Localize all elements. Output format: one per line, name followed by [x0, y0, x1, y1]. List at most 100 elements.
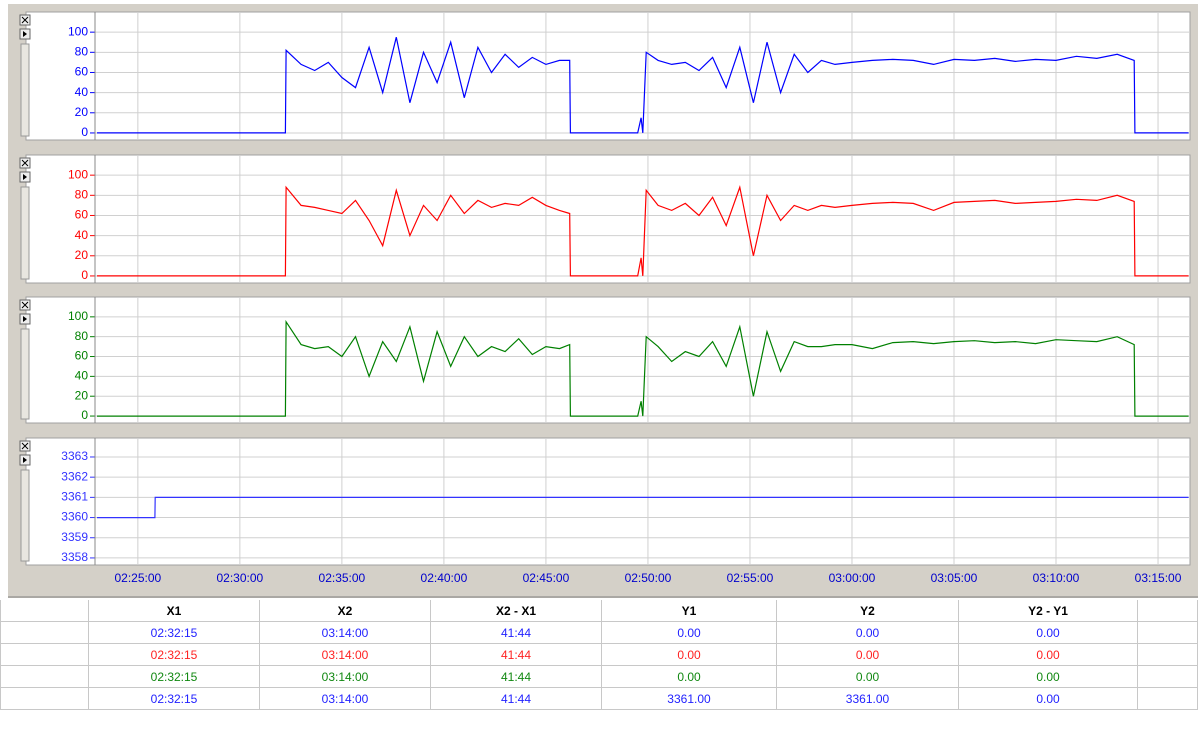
table-cell: 0.00 [958, 687, 1138, 710]
table-cell: 03:14:00 [259, 665, 431, 688]
table-cell: 03:14:00 [259, 687, 431, 710]
table-cell: 41:44 [430, 665, 602, 688]
close-icon [21, 16, 29, 24]
x-tick-label: 02:25:00 [114, 571, 161, 585]
plot-panel [25, 296, 1191, 424]
data-line [97, 185, 1189, 277]
x-tick-label: 02:40:00 [421, 571, 468, 585]
slider [20, 43, 30, 137]
table-cell: 03:14:00 [259, 643, 431, 666]
table-row: 02:32:15 03:14:00 41:44 0.00 0.00 0.00 [0, 643, 1198, 666]
table-cell: 0.00 [958, 621, 1138, 644]
y-tick-label: 80 [75, 187, 89, 201]
expand-icon [23, 31, 27, 37]
column-header: X1 [88, 600, 260, 622]
data-line [97, 37, 1189, 134]
y-tick-label: 100 [68, 309, 88, 323]
x-tick-label: 03:10:00 [1033, 571, 1080, 585]
y-tick-label: 40 [75, 369, 89, 383]
y-tick-label: 3360 [61, 510, 88, 524]
x-tick-label: 02:35:00 [319, 571, 366, 585]
blank-header [1137, 600, 1198, 622]
expand-icon [23, 174, 27, 180]
y-tick-label: 0 [81, 125, 88, 139]
plot-panel [25, 11, 1191, 141]
cursor-table: X1 X2 X2 - X1 Y1 Y2 Y2 - Y1 02:32:15 03:14:00 4… [0, 600, 1198, 710]
x-tick-label: 02:55:00 [727, 571, 774, 585]
data-line [97, 319, 1189, 417]
x-tick-label: 03:00:00 [829, 571, 876, 585]
table-cell: 3361.00 [776, 687, 959, 710]
row-gutter [0, 665, 89, 688]
column-header: Y2 [776, 600, 959, 622]
column-header: Y1 [601, 600, 777, 622]
x-tick-label: 02:45:00 [523, 571, 570, 585]
table-cell: 03:14:00 [259, 621, 431, 644]
table-cell: 02:32:15 [88, 643, 260, 666]
table-cell: 41:44 [430, 621, 602, 644]
x-tick-label: 02:30:00 [217, 571, 264, 585]
y-tick-label: 60 [75, 208, 89, 222]
y-tick-label: 100 [68, 24, 88, 38]
table-cell: 02:32:15 [88, 687, 260, 710]
table-cell: 0.00 [958, 665, 1138, 688]
row-gutter [0, 687, 89, 710]
y-tick-label: 3362 [61, 469, 88, 483]
y-tick-label: 3363 [61, 449, 88, 463]
plot-panel [25, 154, 1191, 284]
table-cell: 0.00 [601, 643, 777, 666]
close-icon [21, 442, 29, 450]
slider [20, 186, 30, 280]
y-tick-label: 0 [81, 408, 88, 422]
y-tick-label: 60 [75, 65, 89, 79]
table-cell: 0.00 [601, 621, 777, 644]
y-tick-label: 80 [75, 44, 89, 58]
chart-area: 0 20 40 60 80 100 0 20 40 60 80 100 0 20 40 60 80 100 3358… [8, 4, 1198, 598]
table-cell: 0.00 [776, 643, 959, 666]
y-tick-label: 20 [75, 105, 89, 119]
y-tick-label: 20 [75, 248, 89, 262]
table-row: 02:32:15 03:14:00 41:44 0.00 0.00 0.00 [0, 665, 1198, 688]
column-header: Y2 - Y1 [958, 600, 1138, 622]
y-tick-label: 80 [75, 329, 89, 343]
row-tail [1137, 665, 1198, 688]
plot-panel [25, 437, 1191, 566]
table-cell: 02:32:15 [88, 621, 260, 644]
x-tick-label: 03:05:00 [931, 571, 978, 585]
y-tick-label: 40 [75, 228, 89, 242]
table-cell: 0.00 [601, 665, 777, 688]
y-tick-label: 40 [75, 85, 89, 99]
y-tick-label: 100 [68, 167, 88, 181]
expand-icon [23, 457, 27, 463]
table-row: 02:32:15 03:14:00 41:44 0.00 0.00 0.00 [0, 621, 1198, 644]
row-gutter [0, 643, 89, 666]
data-line [97, 496, 1189, 519]
column-header: X2 [259, 600, 431, 622]
slider [20, 469, 30, 562]
row-tail [1137, 687, 1198, 710]
table-cell: 3361.00 [601, 687, 777, 710]
y-tick-label: 3359 [61, 530, 88, 544]
table-row: 02:32:15 03:14:00 41:44 3361.00 3361.00 0.00 [0, 687, 1198, 710]
row-tail [1137, 643, 1198, 666]
table-cell: 0.00 [776, 621, 959, 644]
close-icon [21, 159, 29, 167]
row-gutter [0, 621, 89, 644]
x-tick-label: 03:15:00 [1135, 571, 1182, 585]
table-cell: 41:44 [430, 687, 602, 710]
column-header: X2 - X1 [430, 600, 602, 622]
expand-icon [23, 316, 27, 322]
y-tick-label: 3358 [61, 550, 88, 564]
close-icon [21, 301, 29, 309]
x-tick-label: 02:50:00 [625, 571, 672, 585]
y-tick-label: 3361 [61, 490, 88, 504]
row-tail [1137, 621, 1198, 644]
table-cell: 0.00 [776, 665, 959, 688]
y-tick-label: 60 [75, 349, 89, 363]
y-tick-label: 0 [81, 268, 88, 282]
table-cell: 41:44 [430, 643, 602, 666]
y-tick-label: 20 [75, 388, 89, 402]
table-cell: 0.00 [958, 643, 1138, 666]
blank-header [0, 600, 89, 622]
